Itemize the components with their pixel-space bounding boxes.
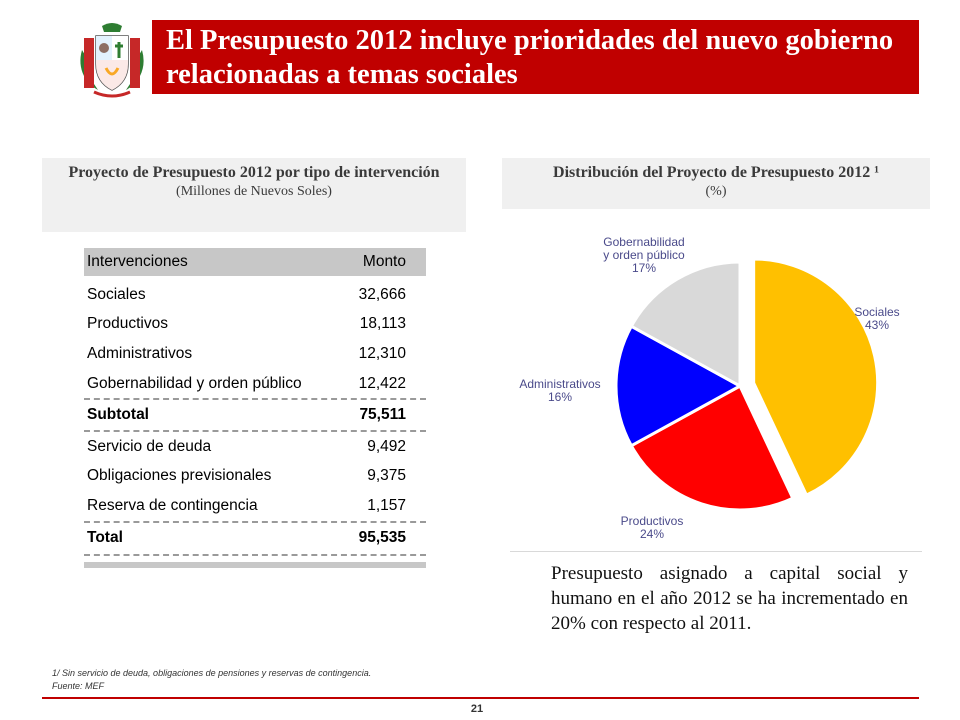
coat-of-arms-logo bbox=[80, 23, 144, 98]
page-number: 21 bbox=[470, 703, 484, 715]
row-label: Productivos bbox=[87, 315, 168, 333]
pie-slice-sociales bbox=[752, 257, 880, 498]
summary-text: Presupuesto asignado a capital social y … bbox=[551, 563, 908, 634]
row-value: 9,375 bbox=[367, 467, 406, 485]
row-label: Sociales bbox=[87, 285, 146, 303]
row-value: 95,535 bbox=[358, 528, 406, 546]
table-row-total: Total 95,535 bbox=[84, 523, 426, 553]
table-heading: Proyecto de Presupuesto 2012 por tipo de… bbox=[68, 164, 440, 181]
row-label: Obligaciones previsionales bbox=[87, 467, 272, 485]
footnotes: 1/ Sin servicio de deuda, obligaciones d… bbox=[52, 667, 472, 693]
row-value: 75,511 bbox=[359, 406, 406, 424]
pie-label-sociales: Sociales 43% bbox=[854, 305, 899, 332]
pie-label-productivos: Productivos 24% bbox=[621, 514, 684, 541]
pie-label-administrativos: Administrativos 16% bbox=[519, 377, 600, 404]
row-label: Servicio de deuda bbox=[87, 437, 212, 455]
row-value: 12,422 bbox=[358, 374, 406, 392]
chart-panel-header: Distribución del Proyecto de Presupuesto… bbox=[502, 158, 930, 209]
pie-slice-administrativos bbox=[614, 324, 744, 448]
table-subheading: (Millones de Nuevos Soles) bbox=[176, 184, 332, 199]
row-label: Administrativos bbox=[87, 344, 193, 362]
table-panel-header: Proyecto de Presupuesto 2012 por tipo de… bbox=[42, 158, 466, 232]
slide-title: El Presupuesto 2012 incluye prioridades … bbox=[152, 20, 919, 94]
row-label: Gobernabilidad y orden público bbox=[87, 374, 302, 392]
row-label: Reserva de contingencia bbox=[87, 496, 258, 514]
pie-label-gobernabilidad-y-orden-p-blico: Gobernabilidad y orden público 17% bbox=[603, 235, 685, 275]
footnote-source: Fuente: MEF bbox=[52, 681, 105, 691]
row-divider bbox=[84, 520, 426, 523]
row-label: Subtotal bbox=[87, 406, 149, 424]
row-divider bbox=[84, 398, 426, 401]
table-row-subtotal: Subtotal 75,511 bbox=[84, 400, 426, 430]
table-row: Sociales 32,666 bbox=[84, 280, 426, 310]
table-footer-bar bbox=[84, 562, 426, 569]
footer-rule bbox=[42, 697, 919, 699]
row-divider bbox=[84, 554, 426, 557]
row-value: 32,666 bbox=[358, 285, 406, 303]
row-divider bbox=[84, 429, 426, 432]
footnote-note: 1/ Sin servicio de deuda, obligaciones d… bbox=[52, 668, 372, 678]
table-row: Productivos 18,113 bbox=[84, 310, 426, 340]
table-row: Gobernabilidad y orden público 12,422 bbox=[84, 369, 426, 399]
column-header-monto: Monto bbox=[362, 253, 406, 270]
table-row: Administrativos 12,310 bbox=[84, 339, 426, 369]
distribution-pie-chart: Sociales 43% Productivos 24% Administrativos… bbox=[519, 235, 899, 541]
row-value: 9,492 bbox=[367, 437, 406, 455]
row-label: Total bbox=[87, 528, 123, 546]
row-value: 18,113 bbox=[359, 315, 406, 333]
row-value: 1,157 bbox=[367, 496, 406, 514]
table-header-row: Intervenciones Monto bbox=[84, 248, 426, 276]
row-value: 12,310 bbox=[358, 344, 406, 362]
divider bbox=[510, 551, 922, 552]
budget-table: Intervenciones Monto Sociales 32,666 Pro… bbox=[84, 248, 426, 569]
pie-slice-productivos bbox=[629, 383, 795, 512]
chart-heading: Distribución del Proyecto de Presupuesto… bbox=[553, 164, 879, 181]
table-row: Reserva de contingencia 1,157 bbox=[84, 491, 426, 521]
table-row: Obligaciones previsionales 9,375 bbox=[84, 462, 426, 492]
pie-slice-gobernabilidad-y-orden-p-blico bbox=[629, 260, 742, 389]
column-header-intervenciones: Intervenciones bbox=[87, 253, 188, 270]
table-row: Servicio de deuda 9,492 bbox=[84, 432, 426, 462]
chart-subheading: (%) bbox=[705, 184, 727, 199]
